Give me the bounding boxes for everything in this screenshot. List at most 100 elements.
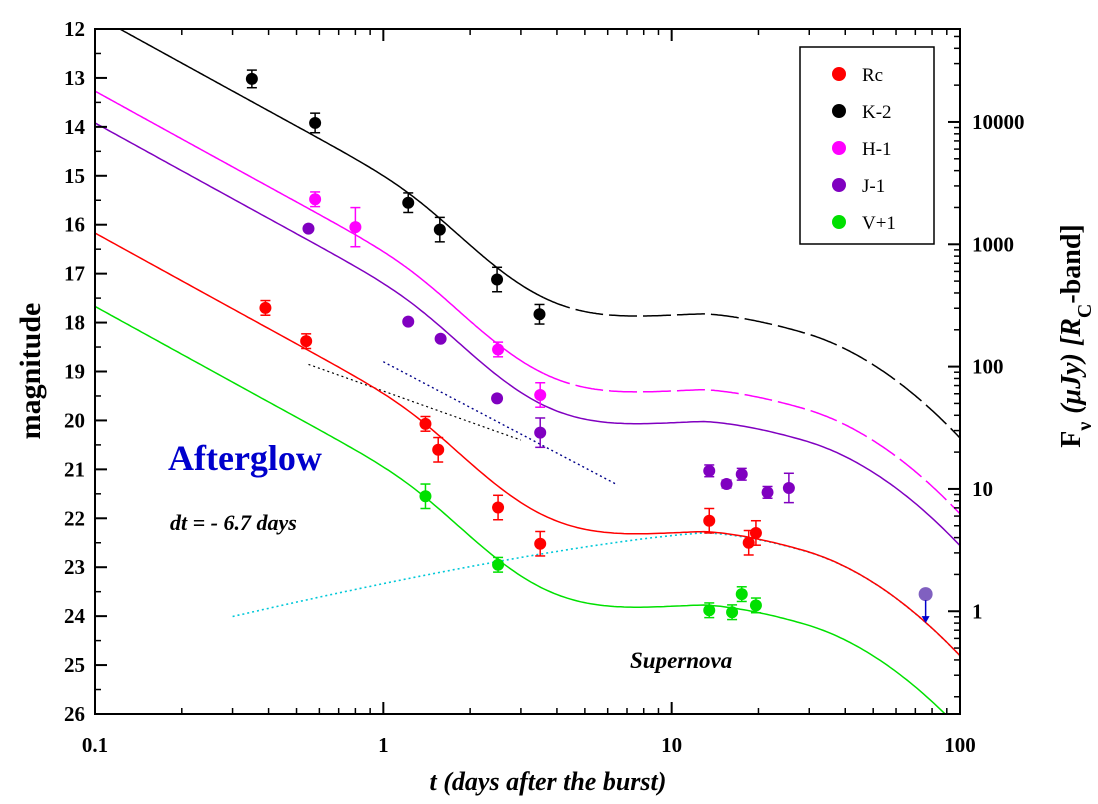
data-point-k-2 bbox=[309, 116, 322, 129]
dt-label: dt = - 6.7 days bbox=[170, 510, 297, 535]
legend-label: J-1 bbox=[862, 176, 885, 197]
supernova-label: Supernova bbox=[630, 648, 732, 673]
x-tick-label: 1 bbox=[378, 733, 389, 757]
data-point-j-1 bbox=[703, 464, 716, 477]
upper-limit-arrowhead bbox=[921, 616, 930, 624]
x-axis-title: t (days after the burst) bbox=[430, 767, 667, 796]
data-point-k-2 bbox=[402, 196, 415, 209]
model-curve-dashed-k-2 bbox=[543, 297, 960, 439]
legend: Rc K-2 H-1 J-1 V+1 bbox=[799, 46, 935, 245]
data-point-v+1 bbox=[419, 490, 432, 503]
data-point-j-1 bbox=[402, 315, 415, 328]
data-point-rc bbox=[419, 417, 432, 430]
model-curve-h-1 bbox=[95, 90, 545, 375]
data-point-j-1 bbox=[434, 332, 447, 345]
data-point-rc bbox=[300, 335, 313, 348]
legend-label: H-1 bbox=[862, 139, 892, 160]
legend-label: Rc bbox=[862, 65, 883, 86]
data-point-j-1 bbox=[782, 481, 795, 494]
supernova-model-curve bbox=[232, 532, 960, 657]
data-point-rc bbox=[742, 536, 755, 549]
x-tick-label: 100 bbox=[944, 733, 976, 757]
y2-axis-title-part: C bbox=[1074, 304, 1096, 318]
x-tick-label: 0.1 bbox=[82, 733, 108, 757]
data-point-j-1 bbox=[534, 426, 547, 439]
data-point-rc bbox=[259, 301, 272, 314]
data-point-rc bbox=[432, 443, 445, 456]
y-tick-label: 24 bbox=[64, 604, 86, 628]
data-point-v+1 bbox=[726, 606, 739, 619]
legend-marker-v+1 bbox=[832, 215, 846, 229]
y-tick-label: 25 bbox=[64, 653, 85, 677]
y-tick-label: 20 bbox=[64, 408, 85, 432]
y-tick-label: 12 bbox=[64, 17, 85, 41]
model-curve-j-1 bbox=[95, 122, 960, 547]
data-point-j-1 bbox=[491, 392, 504, 405]
y-tick-label: 19 bbox=[64, 360, 85, 384]
data-point-rc bbox=[534, 537, 547, 550]
y-tick-label: 14 bbox=[64, 115, 86, 139]
data-point-rc bbox=[703, 514, 716, 527]
data-point-j-1 bbox=[302, 222, 315, 235]
model-curves bbox=[95, 29, 960, 714]
y-tick-label: 18 bbox=[64, 311, 85, 335]
y-tick-label: 26 bbox=[64, 702, 85, 726]
legend-marker-k-2 bbox=[832, 104, 846, 118]
data-point-h-1 bbox=[534, 388, 547, 401]
y-tick-label: 23 bbox=[64, 555, 85, 579]
y2-tick-label: 100 bbox=[972, 355, 1004, 379]
axes: 0.1 1 10 100 12 13 14 15 16 17 18 19 20 21 22 23 24 25 26 1… bbox=[64, 17, 1025, 757]
y-tick-label: 22 bbox=[64, 506, 85, 530]
model-curve-rc bbox=[95, 232, 960, 657]
legend-marker-rc bbox=[832, 67, 846, 81]
legend-label: V+1 bbox=[862, 213, 896, 234]
y2-tick-label: 1 bbox=[972, 599, 983, 623]
model-curve-dashed-h-1 bbox=[543, 372, 960, 515]
data-point-k-2 bbox=[245, 72, 258, 85]
data-point-j-1 bbox=[735, 468, 748, 481]
y2-axis-title-part: -band] bbox=[1056, 224, 1087, 303]
data-point-v+1 bbox=[492, 558, 505, 571]
data-point-j-1 bbox=[761, 486, 774, 499]
y2-axis-title-part: F bbox=[1056, 431, 1087, 448]
y-tick-label: 15 bbox=[64, 164, 85, 188]
y2-axis-title: Fν (μJy) [RC-band] bbox=[1056, 224, 1096, 448]
y2-tick-label: 10000 bbox=[972, 110, 1025, 134]
data-point-k-2 bbox=[533, 308, 546, 321]
y-axis-title: magnitude bbox=[14, 303, 47, 440]
afterglow-label: Afterglow bbox=[168, 438, 322, 478]
model-curve-k-2 bbox=[118, 29, 545, 299]
shallow-powerlaw-curve bbox=[308, 363, 522, 441]
data-point-v+1 bbox=[735, 588, 748, 601]
data-point-h-1 bbox=[492, 343, 505, 356]
y2-axis-title-part: ν bbox=[1074, 422, 1096, 432]
legend-label: K-2 bbox=[862, 102, 892, 123]
data-points bbox=[245, 69, 933, 624]
upper-limit-point bbox=[918, 587, 933, 602]
data-point-h-1 bbox=[309, 193, 322, 206]
axis-titles: t (days after the burst) magnitude Fν (μJy)… bbox=[14, 224, 1096, 796]
data-point-rc bbox=[749, 526, 762, 539]
data-point-k-2 bbox=[491, 273, 504, 286]
steep-powerlaw-curve bbox=[382, 361, 619, 486]
data-point-rc bbox=[492, 501, 505, 514]
data-point-v+1 bbox=[703, 604, 716, 617]
data-point-j-1 bbox=[720, 478, 733, 491]
data-point-k-2 bbox=[433, 223, 446, 236]
data-point-h-1 bbox=[349, 221, 362, 234]
y2-tick-label: 1000 bbox=[972, 232, 1014, 256]
y2-tick-label: 10 bbox=[972, 477, 993, 501]
x-tick-label: 10 bbox=[661, 733, 682, 757]
legend-marker-j-1 bbox=[832, 178, 846, 192]
y-tick-label: 16 bbox=[64, 213, 85, 237]
annotations: Afterglow dt = - 6.7 days Supernova bbox=[168, 438, 732, 673]
data-point-v+1 bbox=[749, 599, 762, 612]
model-curve-v+1 bbox=[95, 305, 947, 714]
y-tick-label: 21 bbox=[64, 457, 85, 481]
y2-axis-title-part: (μJy) [R bbox=[1056, 318, 1087, 414]
y-tick-label: 17 bbox=[64, 262, 85, 286]
legend-marker-h-1 bbox=[832, 141, 846, 155]
y-tick-label: 13 bbox=[64, 66, 85, 90]
legend-box bbox=[799, 46, 935, 245]
